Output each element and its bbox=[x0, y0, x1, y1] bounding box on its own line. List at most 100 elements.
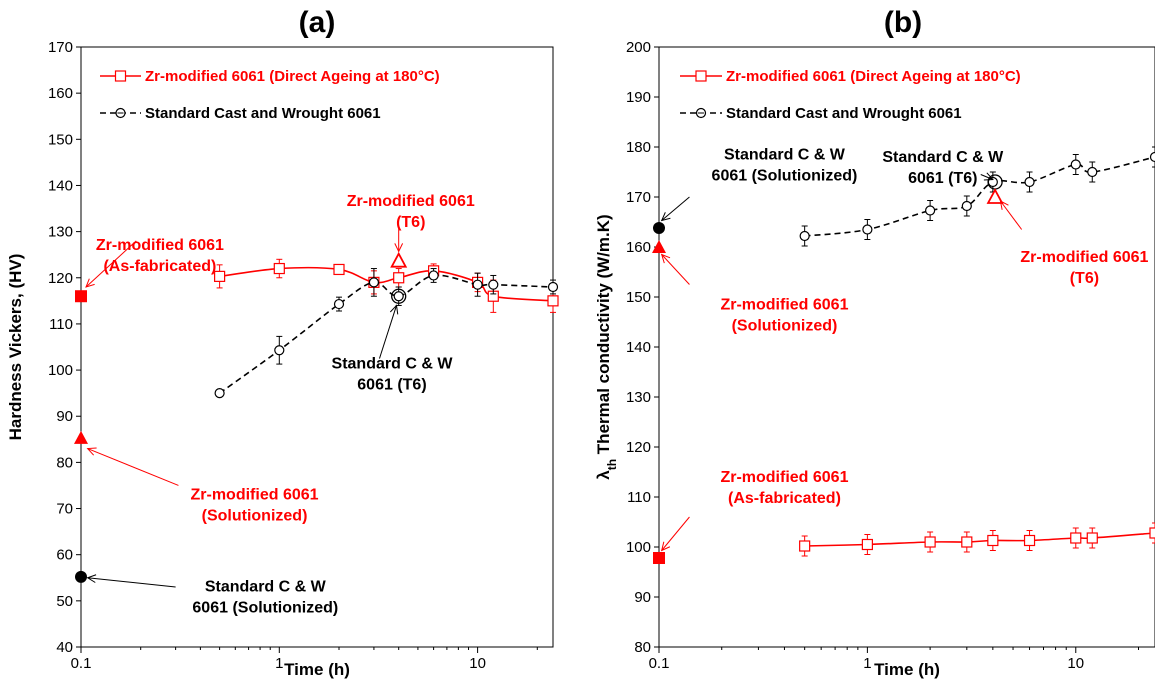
data-point bbox=[547, 295, 559, 307]
y-tick-label: 90 bbox=[634, 589, 651, 606]
data-point bbox=[1087, 166, 1098, 178]
legend-box bbox=[668, 60, 1098, 124]
annotation-line: (Solutionized) bbox=[202, 507, 308, 524]
annotation-arrow-line bbox=[661, 254, 690, 285]
annotation-arrow-line bbox=[87, 577, 176, 588]
y-tick-label: 130 bbox=[626, 389, 651, 406]
legend-entry: Standard Cast and Wrought 6061 bbox=[145, 105, 381, 122]
data-point bbox=[428, 270, 439, 281]
y-tick-label: 150 bbox=[626, 289, 651, 306]
series-line bbox=[219, 274, 554, 394]
annotation-line: Standard C & W bbox=[332, 356, 454, 373]
annotation-line: Zr-modified 6061 bbox=[96, 237, 224, 254]
series-standard bbox=[799, 146, 1155, 247]
annotation-line: (Solutionized) bbox=[732, 318, 838, 335]
y-tick-label: 140 bbox=[48, 177, 73, 194]
y-tick-label: 160 bbox=[48, 85, 73, 102]
data-point bbox=[274, 345, 285, 356]
annotation-arrow-line bbox=[1000, 200, 1023, 230]
y-tick-label: 170 bbox=[48, 39, 73, 56]
annotation-line: (As-fabricated) bbox=[728, 490, 841, 507]
data-point bbox=[472, 279, 483, 290]
x-tick-label: 1 bbox=[275, 655, 283, 672]
y-tick-label: 80 bbox=[56, 454, 73, 471]
annotation-arrow-head bbox=[660, 253, 671, 264]
annotation-arrow-head bbox=[660, 212, 671, 222]
y-tick-label: 160 bbox=[626, 239, 651, 256]
series-standard bbox=[214, 268, 559, 399]
data-point bbox=[393, 291, 404, 302]
y-tick-label: 110 bbox=[49, 316, 73, 333]
annotation-arrow-line bbox=[661, 516, 690, 551]
data-point bbox=[214, 270, 226, 282]
annotation-arrow-line bbox=[661, 196, 690, 221]
y-tick-label: 180 bbox=[626, 139, 651, 156]
annotation-line: Zr-modified 6061 bbox=[191, 486, 319, 503]
marker-open-circle bbox=[391, 288, 407, 304]
annotation-line: 6061 (T6) bbox=[357, 377, 426, 394]
annotation-line: Zr-modified 6061 bbox=[347, 193, 475, 210]
y-axis-label-symbol: λ bbox=[594, 470, 613, 480]
annotation-arrow-head bbox=[660, 541, 671, 552]
data-point bbox=[1149, 527, 1155, 539]
data-point bbox=[333, 263, 345, 276]
annotation-label: Standard C & W 6061 (Solutionized) bbox=[192, 579, 338, 617]
annotation-line: Zr-modified 6061 bbox=[720, 297, 848, 314]
y-tick-label: 90 bbox=[56, 408, 73, 425]
annotation-label: Zr-modified 6061 (Solutionized) bbox=[191, 486, 319, 524]
annotation-line: Standard C & W bbox=[724, 147, 846, 164]
legend-entry: Zr-modified 6061 (Direct Ageing at 180°C… bbox=[145, 68, 440, 85]
panel-label: (b) bbox=[884, 6, 922, 39]
annotation-arrow-head bbox=[394, 243, 404, 253]
data-point bbox=[368, 277, 380, 288]
annotation-line: 6061 (Solutionized) bbox=[192, 600, 338, 617]
legend-marker bbox=[114, 70, 127, 82]
data-point bbox=[925, 205, 936, 216]
panel-label: (a) bbox=[299, 6, 336, 39]
marker-filled-circle bbox=[653, 222, 665, 234]
series-zr-modified bbox=[799, 522, 1155, 557]
data-point bbox=[1024, 176, 1035, 188]
data-point bbox=[488, 279, 499, 290]
annotation-arrow-line bbox=[87, 448, 179, 486]
y-tick-label: 190 bbox=[626, 89, 651, 106]
marker-filled-triangle bbox=[652, 240, 666, 253]
data-point bbox=[1070, 159, 1081, 170]
x-axis-label: Time (h) bbox=[284, 660, 350, 679]
annotation-label: Zr-modified 6061 (Solutionized) bbox=[720, 297, 848, 335]
annotation-label: Zr-modified 6061 (As-fabricated) bbox=[96, 237, 224, 275]
annotation-label: Zr-modified 6061 (As-fabricated) bbox=[720, 469, 848, 507]
x-tick-label: 10 bbox=[1067, 655, 1084, 672]
y-axis-label-text: Thermal conductivity (W/m.K) bbox=[594, 214, 613, 459]
y-tick-label: 120 bbox=[626, 439, 651, 456]
y-tick-label: 110 bbox=[627, 489, 651, 506]
y-axis-label-subscript: th bbox=[605, 459, 619, 470]
y-axis-label: λth Thermal conductivity (W/m.K) bbox=[594, 214, 619, 479]
x-tick-label: 1 bbox=[863, 655, 871, 672]
data-point bbox=[961, 536, 973, 548]
y-tick-label: 40 bbox=[56, 639, 73, 656]
annotation-label: Standard C & W 6061 (T6) bbox=[332, 356, 454, 394]
annotation-label: Zr-modified 6061 (T6) bbox=[1020, 249, 1148, 287]
annotation-line: (T6) bbox=[1070, 270, 1099, 287]
annotation-arrow-head bbox=[389, 304, 399, 315]
y-tick-label: 120 bbox=[48, 270, 73, 287]
annotation-line: Standard C & W bbox=[882, 149, 1004, 166]
y-tick-label: 50 bbox=[56, 593, 73, 610]
y-tick-label: 80 bbox=[634, 639, 651, 656]
data-point bbox=[1149, 151, 1155, 163]
annotation-label: Standard C & W 6061 (Solutionized) bbox=[712, 147, 858, 185]
annotation-line: 6061 (Solutionized) bbox=[712, 168, 858, 185]
series-line bbox=[804, 532, 1155, 547]
annotation-line: Standard C & W bbox=[205, 579, 327, 596]
marker-open-triangle bbox=[390, 251, 408, 268]
y-tick-label: 140 bbox=[626, 339, 651, 356]
annotation-label: Zr-modified 6061 (T6) bbox=[347, 193, 475, 231]
marker-open-triangle bbox=[986, 188, 1004, 204]
plot-frame bbox=[658, 46, 1155, 648]
marker-filled-square bbox=[653, 552, 665, 564]
annotation-arrow-line bbox=[980, 174, 994, 180]
data-point bbox=[862, 224, 873, 235]
data-point bbox=[799, 540, 811, 552]
y-tick-label: 100 bbox=[626, 539, 651, 556]
